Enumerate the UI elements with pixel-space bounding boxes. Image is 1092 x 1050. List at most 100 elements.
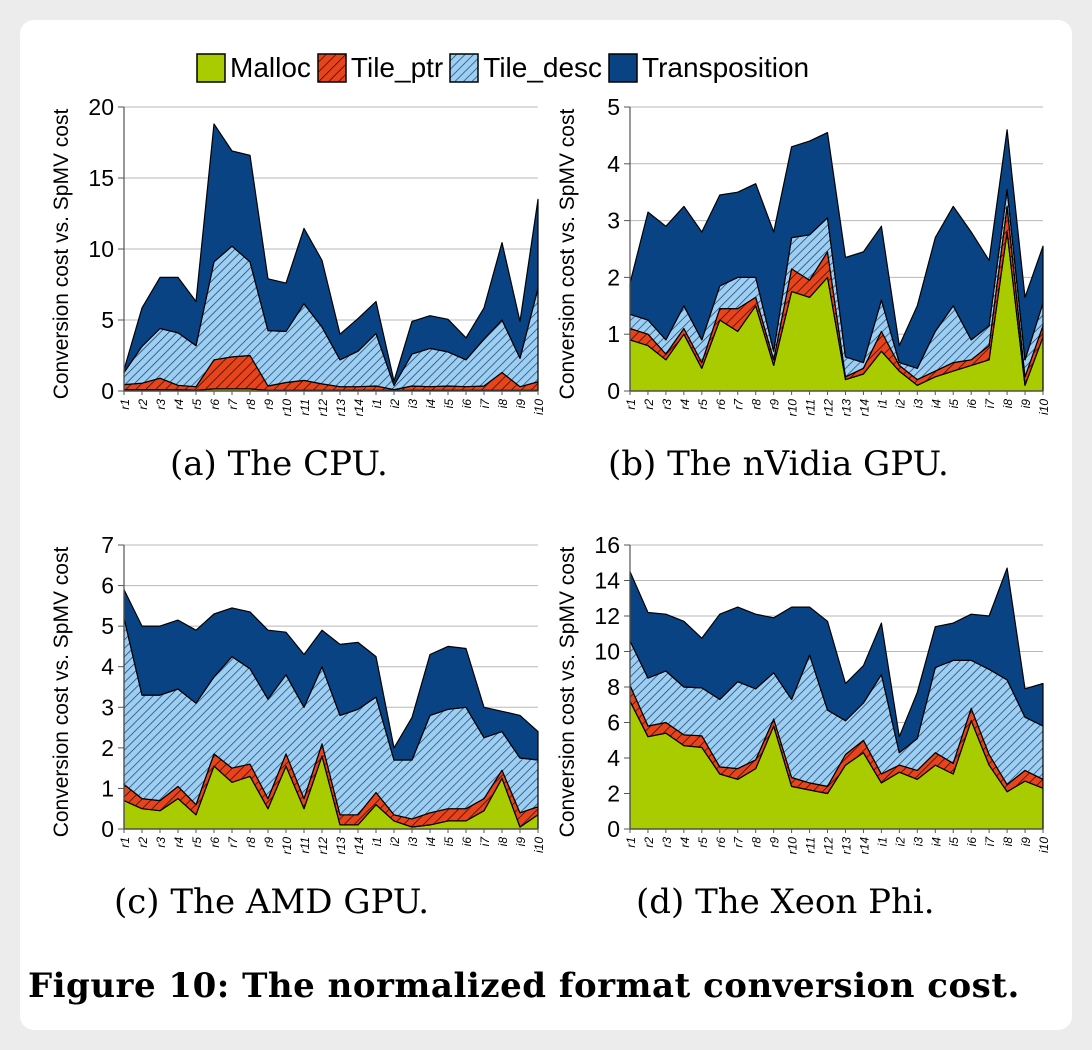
x-tick-label: r1 xyxy=(624,399,638,410)
x-tick-label: i2 xyxy=(388,837,402,847)
x-tick-label: r8 xyxy=(750,399,764,410)
area-transposition xyxy=(629,129,1044,369)
legend-item-tile-desc: Tile_desc xyxy=(449,52,602,84)
legend-label-tile-ptr: Tile_ptr xyxy=(350,52,444,83)
x-tick-label: i9 xyxy=(1019,399,1033,409)
x-tick-label: i10 xyxy=(532,837,546,853)
x-tick-label: r8 xyxy=(244,399,258,410)
x-tick-label: r2 xyxy=(642,399,656,410)
legend-label-tile-desc: Tile_desc xyxy=(483,52,603,83)
y-tick-label: 5 xyxy=(607,94,620,120)
x-tick-label: r12 xyxy=(316,837,330,855)
y-tick-label: 0 xyxy=(607,378,620,404)
x-tick-label: r11 xyxy=(298,837,312,853)
x-tick-label: i4 xyxy=(424,837,438,847)
x-tick-label: i5 xyxy=(442,837,456,847)
x-tick-label: r10 xyxy=(280,837,294,855)
x-tick-label: r11 xyxy=(298,399,312,415)
y-tick-label: 4 xyxy=(607,151,620,177)
x-tick-label: r7 xyxy=(732,398,746,410)
x-tick-label: r10 xyxy=(786,399,800,417)
x-tick-label: r14 xyxy=(352,837,366,855)
y-tick-label: 2 xyxy=(607,264,620,290)
x-tick-label: i7 xyxy=(983,836,997,847)
x-tick-label: i3 xyxy=(911,399,925,409)
legend: Malloc Tile_ptr Tile_desc Transposition xyxy=(196,48,815,88)
figure-caption: Figure 10: The normalized format convers… xyxy=(28,966,1020,1006)
x-tick-label: r5 xyxy=(696,399,710,410)
legend-swatch-tile-ptr xyxy=(317,53,347,83)
x-tick-label: r8 xyxy=(750,837,764,848)
y-tick-label: 20 xyxy=(88,94,114,120)
x-tick-label: r6 xyxy=(714,399,728,410)
y-tick-label: 3 xyxy=(101,694,114,720)
legend-item-malloc: Malloc xyxy=(196,52,311,84)
y-tick-label: 8 xyxy=(607,674,620,700)
x-tick-label: r13 xyxy=(334,837,348,855)
y-tick-label: 0 xyxy=(101,378,114,404)
legend-swatch-tile-desc xyxy=(449,53,479,83)
x-tick-label: r2 xyxy=(642,837,656,848)
x-tick-label: i6 xyxy=(965,837,979,847)
x-tick-label: i8 xyxy=(496,399,510,409)
x-tick-label: i8 xyxy=(1001,837,1015,847)
x-tick-label: r5 xyxy=(696,837,710,848)
x-tick-label: r3 xyxy=(660,837,674,848)
x-tick-label: i2 xyxy=(388,399,402,409)
x-tick-label: i8 xyxy=(496,837,510,847)
y-tick-label: 4 xyxy=(101,654,114,680)
y-tick-label: 12 xyxy=(594,603,620,629)
x-tick-label: r5 xyxy=(190,837,204,848)
x-tick-label: r9 xyxy=(262,399,276,410)
figure-frame xyxy=(20,20,1072,1030)
y-tick-label: 15 xyxy=(88,165,114,191)
x-tick-label: i6 xyxy=(965,399,979,409)
x-tick-label: r13 xyxy=(839,837,853,855)
x-tick-label: r14 xyxy=(857,399,871,417)
x-tick-label: r4 xyxy=(172,837,186,848)
x-tick-label: i10 xyxy=(1037,837,1051,853)
x-tick-label: r14 xyxy=(857,837,871,855)
x-tick-label: r12 xyxy=(316,399,330,417)
y-tick-label: 5 xyxy=(101,613,114,639)
legend-label-malloc: Malloc xyxy=(230,52,311,83)
x-tick-label: r2 xyxy=(136,837,150,848)
x-tick-label: i2 xyxy=(893,399,907,409)
y-tick-label: 2 xyxy=(101,735,114,761)
x-tick-label: r12 xyxy=(822,837,836,855)
x-tick-label: r8 xyxy=(244,837,258,848)
legend-item-transposition: Transposition xyxy=(608,52,809,84)
x-tick-label: i4 xyxy=(424,399,438,409)
y-tick-label: 0 xyxy=(101,816,114,842)
x-tick-label: r11 xyxy=(804,837,818,853)
y-axis-label: Conversion cost vs. SpMV cost xyxy=(50,547,73,838)
y-tick-label: 2 xyxy=(607,781,620,807)
x-tick-label: r3 xyxy=(154,837,168,848)
x-tick-label: r3 xyxy=(154,399,168,410)
x-tick-label: i9 xyxy=(1019,837,1033,847)
x-tick-label: i9 xyxy=(514,837,528,847)
legend-swatch-transposition xyxy=(608,53,638,83)
x-tick-label: i4 xyxy=(929,399,943,409)
x-tick-label: r6 xyxy=(208,399,222,410)
y-tick-label: 5 xyxy=(101,307,114,333)
y-tick-label: 16 xyxy=(594,532,620,558)
y-tick-label: 10 xyxy=(594,639,620,665)
y-tick-label: 6 xyxy=(101,573,114,599)
area-transposition xyxy=(123,589,539,761)
x-tick-label: i5 xyxy=(947,837,961,847)
y-tick-label: 6 xyxy=(607,710,620,736)
x-tick-label: i8 xyxy=(1001,399,1015,409)
x-tick-label: i5 xyxy=(947,399,961,409)
x-tick-label: i6 xyxy=(460,837,474,847)
x-tick-label: r1 xyxy=(118,399,132,410)
area-transposition xyxy=(629,567,1044,754)
caption-xeon-phi: (d) The Xeon Phi. xyxy=(636,882,935,922)
legend-item-tile-ptr: Tile_ptr xyxy=(317,52,443,84)
x-tick-label: r11 xyxy=(804,399,818,415)
y-axis-label: Conversion cost vs. SpMV cost xyxy=(556,109,579,400)
legend-swatch-malloc xyxy=(196,53,226,83)
x-tick-label: r9 xyxy=(768,399,782,410)
x-tick-label: r7 xyxy=(732,836,746,848)
